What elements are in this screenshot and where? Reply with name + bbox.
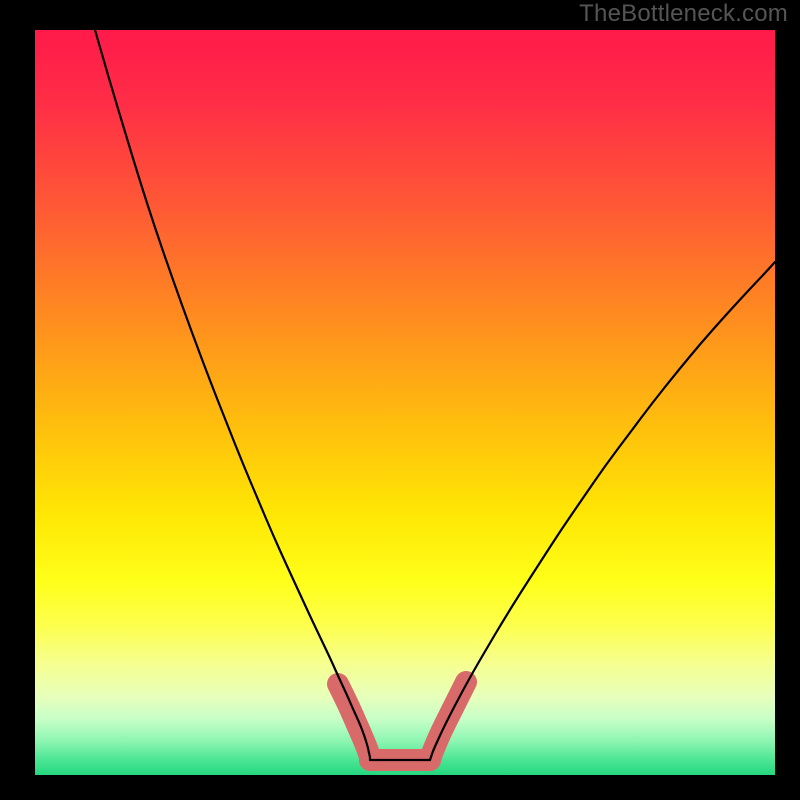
watermark-text: TheBottleneck.com <box>579 0 788 28</box>
chart-container: TheBottleneck.com <box>0 0 800 800</box>
curve-right <box>430 262 775 760</box>
plot-area <box>35 30 775 775</box>
curve-left <box>95 30 370 760</box>
highlight-left <box>338 684 370 760</box>
curve-overlay <box>35 30 775 775</box>
